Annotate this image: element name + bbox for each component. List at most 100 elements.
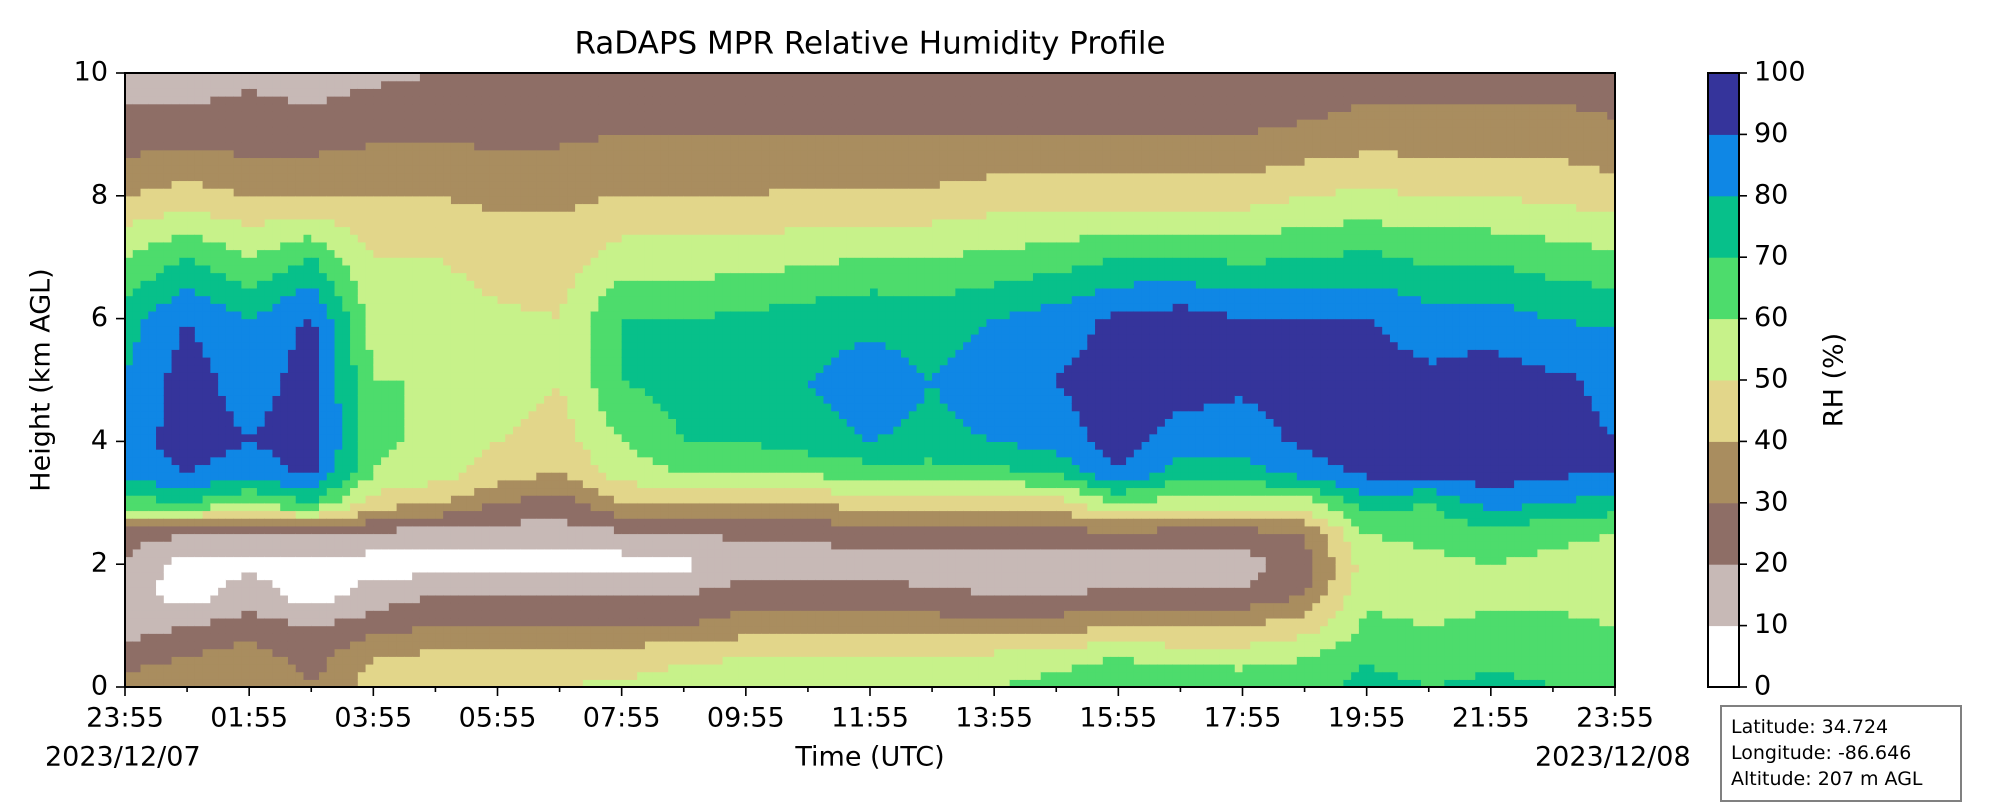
rh-cell — [202, 648, 211, 657]
rh-cell — [427, 633, 437, 642]
rh-cell — [140, 633, 149, 642]
rh-cell — [179, 356, 188, 366]
rh-cell — [513, 610, 522, 619]
rh-cell — [582, 502, 592, 512]
rh-cell — [233, 479, 243, 489]
rh-cell — [187, 165, 196, 174]
rh-cell — [148, 633, 157, 642]
rh-cell — [350, 264, 359, 274]
rh-cell — [489, 648, 499, 657]
rh-cell — [575, 134, 584, 143]
rh-cell — [357, 617, 367, 627]
rh-cell — [303, 96, 312, 105]
rh-cell — [404, 433, 413, 442]
rh-cell — [381, 487, 390, 496]
rh-cell — [241, 126, 250, 135]
rh-cell — [582, 395, 592, 404]
rh-cell — [287, 80, 297, 89]
rh-cell — [319, 234, 328, 243]
rh-cell — [450, 326, 460, 335]
rh-cell — [225, 264, 235, 274]
rh-cell — [474, 272, 483, 281]
rh-cell — [179, 449, 188, 458]
rh-cell — [132, 119, 142, 128]
rh-cell — [590, 671, 599, 680]
rh-cell — [419, 640, 429, 650]
rh-cell — [528, 73, 537, 82]
rh-cell — [544, 218, 553, 228]
rh-cell — [256, 165, 266, 174]
rh-cell — [357, 80, 367, 89]
rh-cell — [450, 380, 460, 389]
rh-cell — [544, 310, 553, 320]
rh-cell — [435, 579, 444, 588]
rh-cell — [210, 88, 219, 97]
rh-cell — [225, 234, 235, 243]
rh-cell — [210, 341, 219, 350]
rh-cell — [264, 671, 274, 680]
rh-cell — [388, 571, 398, 581]
rh-cell — [551, 303, 561, 312]
rh-cell — [140, 663, 149, 673]
rh-cell — [528, 617, 537, 627]
rh-cell — [513, 80, 522, 89]
rh-cell — [575, 449, 584, 458]
rh-cell — [590, 203, 599, 212]
rh-cell — [350, 211, 359, 220]
rh-cell — [295, 211, 305, 220]
rh-cell — [520, 303, 530, 312]
rh-cell — [303, 495, 312, 504]
rh-cell — [435, 326, 444, 335]
rh-cell — [505, 180, 514, 189]
rh-cell — [319, 287, 328, 297]
rh-cell — [132, 234, 142, 243]
rh-cell — [225, 349, 235, 358]
rh-cell — [396, 88, 405, 97]
rh-cell — [140, 341, 149, 350]
rh-cell — [194, 656, 204, 665]
rh-cell — [528, 165, 537, 174]
rh-cell — [179, 387, 188, 396]
rh-cell — [311, 341, 320, 350]
rh-cell — [233, 149, 243, 159]
rh-cell — [287, 134, 297, 143]
rh-cell — [241, 617, 250, 627]
rh-cell — [156, 80, 165, 89]
rh-cell — [357, 594, 367, 604]
rh-cell — [489, 295, 499, 304]
rh-cell — [396, 533, 405, 542]
rh-cell — [171, 234, 180, 243]
rh-cell — [148, 119, 157, 128]
rh-cell — [194, 126, 204, 135]
rh-cell — [388, 426, 398, 435]
rh-cell — [287, 441, 297, 450]
rh-cell — [567, 180, 576, 189]
rh-cell — [505, 441, 514, 450]
rh-cell — [241, 640, 250, 650]
rh-cell — [435, 103, 444, 112]
rh-cell — [187, 441, 196, 450]
rh-cell — [396, 134, 405, 143]
rh-cell — [319, 472, 328, 481]
rh-cell — [419, 594, 429, 604]
rh-cell — [125, 464, 134, 473]
rh-cell — [350, 203, 359, 212]
rh-cell — [357, 272, 367, 281]
rh-cell — [427, 571, 437, 581]
rh-cell — [567, 495, 576, 504]
rh-cell — [381, 341, 390, 350]
rh-cell — [544, 157, 553, 166]
rh-cell — [551, 364, 561, 373]
rh-cell — [497, 564, 506, 573]
rh-cell — [481, 257, 491, 266]
rh-cell — [334, 671, 343, 680]
rh-cell — [311, 295, 320, 304]
rh-cell — [373, 188, 382, 197]
rh-cell — [513, 518, 522, 527]
rh-cell — [419, 625, 429, 634]
rh-cell — [497, 172, 506, 182]
rh-cell — [342, 80, 351, 89]
rh-cell — [163, 502, 173, 512]
rh-cell — [466, 241, 475, 251]
rh-cell — [179, 203, 188, 212]
